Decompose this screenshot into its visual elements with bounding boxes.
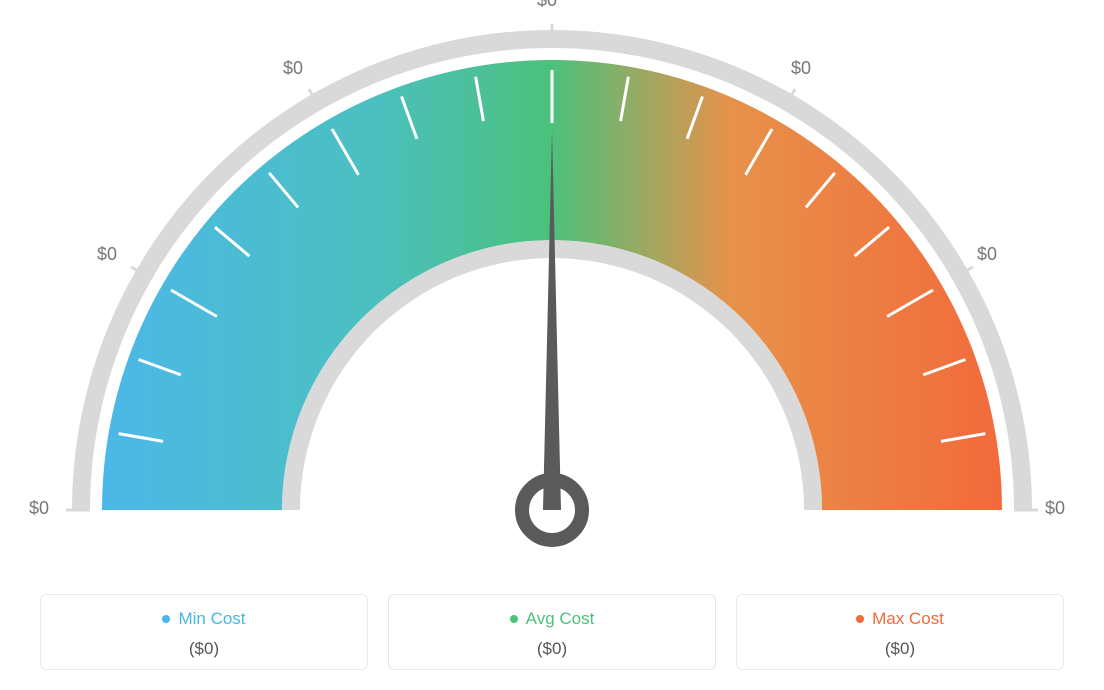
legend-row: Min Cost ($0) Avg Cost ($0) Max Cost ($0… <box>40 594 1064 670</box>
legend-card-max: Max Cost ($0) <box>736 594 1064 670</box>
scale-label: $0 <box>537 0 557 11</box>
legend-avg-dot <box>510 615 518 623</box>
scale-label: $0 <box>97 244 117 265</box>
scale-label: $0 <box>791 58 811 79</box>
scale-label: $0 <box>29 498 49 519</box>
scale-label: $0 <box>1045 498 1065 519</box>
legend-avg-label: Avg Cost <box>526 609 595 629</box>
scale-label: $0 <box>283 58 303 79</box>
legend-max-value: ($0) <box>747 639 1053 659</box>
legend-max-title: Max Cost <box>747 609 1053 629</box>
gauge-svg <box>0 0 1104 560</box>
legend-min-label: Min Cost <box>178 609 245 629</box>
legend-avg-value: ($0) <box>399 639 705 659</box>
legend-min-dot <box>162 615 170 623</box>
scale-label: $0 <box>977 244 997 265</box>
legend-min-title: Min Cost <box>51 609 357 629</box>
legend-card-avg: Avg Cost ($0) <box>388 594 716 670</box>
legend-min-value: ($0) <box>51 639 357 659</box>
legend-max-label: Max Cost <box>872 609 944 629</box>
gauge-chart: $0 $0 $0 $0 $0 $0 $0 <box>0 0 1104 560</box>
cost-gauge-widget: $0 $0 $0 $0 $0 $0 $0 Min Cost ($0) Avg Cost ($… <box>0 0 1104 690</box>
legend-avg-title: Avg Cost <box>399 609 705 629</box>
legend-max-dot <box>856 615 864 623</box>
legend-card-min: Min Cost ($0) <box>40 594 368 670</box>
